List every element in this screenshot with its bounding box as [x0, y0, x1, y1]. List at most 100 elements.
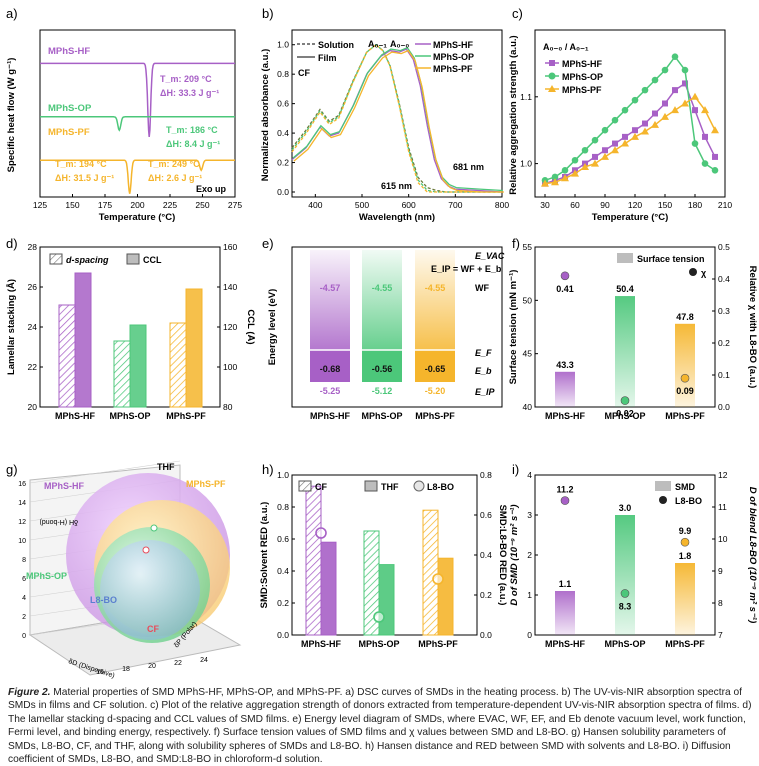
chart-g-xtick-label: 16 — [96, 669, 104, 676]
chart-a-ann-hf-dh: ΔH: 33.3 J g⁻¹ — [160, 88, 219, 98]
chart-d-ytick-label-right: 80 — [223, 402, 233, 412]
chart-g-ytick-label: 8 — [22, 557, 26, 564]
chart-f-chi-label: 0.02 — [616, 409, 634, 419]
chart-h-ytick-label-left: 0.2 — [277, 598, 289, 608]
chart-f-ytick-label-right: 0.0 — [718, 402, 730, 412]
chart-f-ytick-label-left: 55 — [523, 242, 533, 252]
chart-f-chi-label: 0.41 — [556, 284, 574, 294]
figure-caption-text: Material properties of SMD MPhS-HF, MPhS… — [8, 687, 752, 766]
chart-a-curve-hf — [40, 62, 235, 137]
chart-c-point-pf — [561, 174, 569, 182]
chart-c-line-pf — [544, 95, 716, 185]
chart-g-ytick-label: 0 — [22, 633, 26, 640]
chart-h-ytick-label-right: 0.8 — [480, 470, 492, 480]
chart-c-point-op — [671, 53, 679, 61]
chart-e-value-wf: -4.55 — [425, 283, 446, 293]
chart-a-exo-up: Exo up — [196, 184, 227, 194]
chart-e-level-eip: E_IP — [475, 387, 496, 397]
chart-f-bar-label: 43.3 — [556, 360, 574, 370]
chart-i-ytick-label-right: 10 — [718, 534, 728, 544]
chart-a-ann-pf-dh1: ΔH: 31.5 J g⁻¹ — [55, 173, 114, 183]
chart-c-point-pf — [611, 146, 619, 154]
chart-b-uvvis: 400 500 600 700 800 0.0 0.2 0.4 0.6 0.8 1.0 Normal… — [260, 29, 509, 223]
chart-i-point-label: 11.2 — [556, 485, 573, 495]
chart-g-xtick-label: 22 — [174, 660, 182, 667]
chart-h-legend-l8-marker — [413, 480, 425, 492]
chart-b-label-cf: CF — [298, 68, 310, 78]
chart-c-point-pf — [661, 112, 669, 120]
chart-c-point-pf — [671, 106, 679, 114]
chart-c-point-pf — [701, 106, 709, 114]
chart-i-ytick-label-left: 2 — [527, 550, 532, 560]
chart-g-ytick-label: 10 — [18, 538, 26, 545]
chart-a-xtick-label: 250 — [195, 200, 209, 210]
chart-f-legend-st: Surface tension — [637, 254, 705, 264]
chart-h-category-label: MPhS-HF — [301, 639, 341, 649]
chart-h-bar-thf-hf — [320, 541, 337, 636]
panel-label-b: b) — [262, 6, 274, 21]
chart-g-ytick-label: 6 — [22, 576, 26, 583]
chart-c-point-op — [561, 166, 569, 174]
chart-a-ann-pf-dh2: ΔH: 2.6 J g⁻¹ — [148, 173, 202, 183]
chart-e-category-label: MPhS-PF — [415, 411, 455, 421]
chart-g-xtick-label: 20 — [148, 663, 156, 670]
chart-c-legend-pf: MPhS-PF — [562, 85, 602, 95]
chart-f-ytick-label-right: 0.5 — [718, 242, 730, 252]
chart-i-legend-l8-marker — [659, 496, 667, 504]
chart-f-ytick-label-left: 50 — [523, 295, 533, 305]
chart-f-surface-tension: 43.3 0.41 50.4 0.02 47.8 0.09 40 45 50 55 0.0 0.1 0… — [508, 242, 758, 421]
chart-e-ylabel: Energy level (eV) — [267, 289, 278, 366]
chart-f-legend-st-swatch — [617, 253, 633, 263]
chart-c-frame — [534, 29, 726, 198]
chart-f-ytick-label-right: 0.1 — [718, 370, 730, 380]
chart-f-bar-op — [615, 296, 635, 407]
chart-i-bar-label: 3.0 — [619, 503, 632, 513]
chart-b-ytick-label: 0.6 — [277, 99, 289, 109]
chart-h-ytick-label-right: 0.0 — [480, 630, 492, 640]
chart-b-solution-op — [291, 43, 502, 193]
chart-e-category-label: MPhS-OP — [361, 411, 402, 421]
chart-h-ylabel-left: SMD:Solvent RED (a.u.) — [259, 502, 270, 609]
chart-c-point-hf — [622, 133, 628, 140]
chart-a-ann-pf-tm1: T_m: 194 °C — [55, 159, 107, 169]
chart-c-point-pf — [601, 152, 609, 160]
chart-f-ytick-label-left: 40 — [523, 402, 533, 412]
chart-d-ytick-label-right: 140 — [223, 282, 237, 292]
chart-c-point-op — [591, 136, 599, 144]
chart-e-value-eb: -0.65 — [425, 364, 446, 374]
panel-label-f: f) — [512, 236, 520, 251]
chart-i-point-label: 9.9 — [679, 526, 692, 536]
chart-e-bar-eb-op — [362, 350, 402, 382]
chart-a-legend-pf: MPhS-PF — [48, 127, 90, 138]
chart-b-ytick-label: 0.2 — [277, 158, 289, 168]
chart-c-point-op — [681, 66, 689, 74]
chart-g-ytick-label: 14 — [18, 500, 26, 507]
chart-d-category-label: MPhS-PF — [166, 411, 206, 421]
chart-i-bar-pf — [675, 563, 695, 635]
chart-h-legend-cf: CF — [315, 482, 327, 492]
chart-f-chi-point-op — [620, 396, 630, 405]
chart-i-legend-smd: SMD — [675, 482, 696, 492]
chart-b-legend-solution: Solution — [318, 40, 354, 50]
chart-e-energy: -4.57 -0.68 -5.25 MPhS-HF -4.55 -0.56 -5.12 MPh… — [267, 246, 505, 421]
chart-i-ylabel-right: D of blend L8-BO (10⁻⁹ m² s⁻¹) — [747, 487, 758, 624]
chart-f-ytick-label-right: 0.3 — [718, 306, 730, 316]
chart-g-axis-hbond: δH (H-bond) — [39, 518, 78, 525]
chart-e-level-eb: E_b — [475, 366, 492, 376]
chart-g-gridline — [29, 460, 181, 484]
chart-b-ytick-label: 0.0 — [277, 187, 289, 197]
chart-d-legend-dspacing: d-spacing — [66, 255, 109, 265]
chart-c-point-hf — [642, 120, 648, 127]
chart-h-point-l8-hf — [315, 527, 327, 539]
chart-c-point-op — [641, 86, 649, 94]
chart-e-bar-wf-pf — [415, 250, 455, 350]
chart-c-point-hf — [712, 153, 718, 160]
chart-c-point-hf — [602, 147, 608, 154]
chart-e-equation: E_IP = WF + E_b — [431, 264, 502, 274]
chart-c-point-op — [601, 126, 609, 134]
chart-b-label-a01: A₀₋₁ — [368, 39, 387, 49]
chart-b-ytick-label: 0.8 — [277, 69, 289, 79]
chart-i-category-label: MPhS-HF — [545, 639, 585, 649]
chart-g-ytick-label: 12 — [18, 519, 26, 526]
chart-f-chi-point-hf — [560, 271, 570, 281]
